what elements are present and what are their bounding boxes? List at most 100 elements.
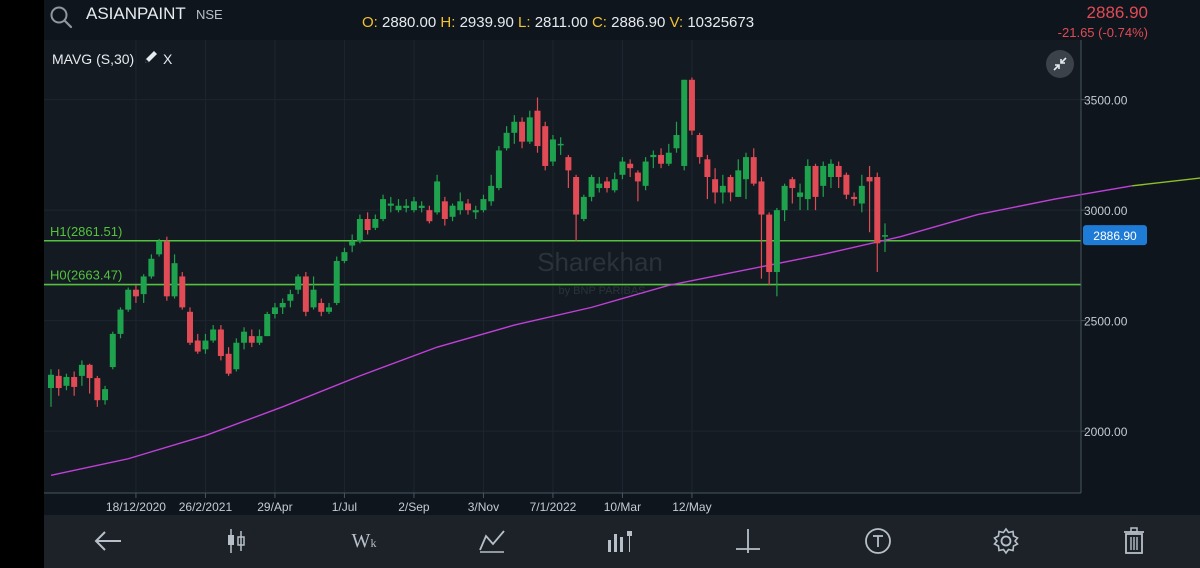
candle[interactable]: [812, 163, 819, 211]
candle[interactable]: [650, 150, 657, 169]
candle[interactable]: [349, 234, 356, 253]
candle[interactable]: [63, 373, 70, 391]
candle[interactable]: [163, 236, 170, 301]
candle[interactable]: [712, 168, 719, 204]
candle[interactable]: [403, 199, 410, 213]
candle[interactable]: [333, 256, 340, 306]
candle[interactable]: [719, 174, 726, 204]
candle[interactable]: [434, 174, 441, 215]
candle[interactable]: [743, 152, 749, 200]
candle[interactable]: [827, 159, 834, 189]
candle[interactable]: [387, 196, 394, 213]
search-icon[interactable]: [48, 4, 74, 30]
candle[interactable]: [449, 203, 456, 222]
candle[interactable]: [94, 375, 101, 407]
candle[interactable]: [55, 369, 62, 396]
candle[interactable]: [804, 159, 811, 211]
candle[interactable]: [549, 135, 556, 166]
candle[interactable]: [750, 148, 757, 186]
candle[interactable]: [673, 121, 680, 153]
trendline-button[interactable]: [860, 523, 896, 559]
candle[interactable]: [758, 177, 765, 279]
candle[interactable]: [727, 174, 734, 202]
indicators-button[interactable]: [602, 523, 638, 559]
back-button[interactable]: [90, 523, 126, 559]
candle[interactable]: [766, 212, 773, 286]
remove-indicator-button[interactable]: X: [163, 51, 173, 67]
candle[interactable]: [565, 154, 572, 189]
candle[interactable]: [851, 192, 858, 206]
candle[interactable]: [658, 148, 665, 169]
candle[interactable]: [465, 199, 471, 215]
candle[interactable]: [511, 115, 518, 144]
candle[interactable]: [302, 272, 309, 317]
candle[interactable]: [380, 194, 387, 222]
candle[interactable]: [279, 298, 286, 315]
collapse-button[interactable]: [1046, 50, 1074, 78]
candle[interactable]: [86, 363, 93, 394]
candle[interactable]: [395, 199, 402, 213]
candle[interactable]: [225, 347, 232, 376]
candle[interactable]: [488, 174, 495, 206]
candle[interactable]: [457, 192, 464, 215]
settings-button[interactable]: [988, 523, 1024, 559]
candle[interactable]: [287, 289, 294, 308]
candle[interactable]: [858, 174, 865, 213]
candle[interactable]: [557, 137, 564, 155]
candle[interactable]: [310, 276, 317, 310]
candle[interactable]: [326, 302, 332, 315]
candle[interactable]: [789, 177, 796, 204]
candle[interactable]: [588, 174, 595, 202]
drawing-tools-button[interactable]: [474, 523, 510, 559]
candle[interactable]: [410, 196, 417, 213]
candle[interactable]: [534, 97, 541, 153]
candle[interactable]: [604, 177, 610, 193]
candle[interactable]: [256, 329, 263, 345]
candle[interactable]: [472, 205, 479, 219]
symbol-name[interactable]: ASIANPAINT: [86, 4, 186, 23]
candle[interactable]: [797, 183, 804, 211]
candle[interactable]: [495, 146, 502, 191]
candle[interactable]: [217, 325, 224, 361]
candle[interactable]: [248, 329, 255, 348]
candle[interactable]: [619, 157, 626, 180]
candle[interactable]: [179, 272, 186, 310]
candle[interactable]: [696, 132, 703, 164]
candle[interactable]: [519, 117, 526, 149]
candle[interactable]: [271, 302, 278, 319]
candle[interactable]: [542, 121, 549, 171]
crosshair-button[interactable]: [730, 523, 766, 559]
candle[interactable]: [233, 338, 240, 372]
candle[interactable]: [441, 196, 448, 226]
candle[interactable]: [704, 154, 711, 200]
candle[interactable]: [295, 274, 302, 295]
candle[interactable]: [480, 194, 487, 213]
delete-button[interactable]: [1116, 523, 1152, 559]
candle[interactable]: [341, 247, 348, 264]
candle[interactable]: [156, 238, 163, 257]
candle[interactable]: [426, 205, 433, 224]
candle[interactable]: [665, 143, 672, 166]
candle[interactable]: [634, 170, 641, 202]
candle[interactable]: [210, 325, 217, 343]
candle[interactable]: [820, 161, 827, 197]
candle[interactable]: [642, 157, 649, 191]
candle[interactable]: [627, 159, 634, 178]
candle[interactable]: [596, 177, 603, 193]
candle[interactable]: [102, 385, 109, 405]
candle[interactable]: [140, 274, 147, 303]
candle[interactable]: [78, 360, 85, 386]
candle[interactable]: [194, 333, 201, 354]
candle[interactable]: [71, 371, 78, 396]
candle[interactable]: [735, 159, 742, 197]
candle[interactable]: [187, 307, 193, 345]
candle[interactable]: [882, 223, 888, 252]
candle[interactable]: [874, 172, 881, 273]
candle[interactable]: [611, 172, 618, 193]
candle[interactable]: [364, 212, 371, 235]
candle[interactable]: [781, 183, 788, 222]
candle[interactable]: [843, 172, 850, 200]
candle[interactable]: [580, 194, 587, 222]
timeframe-button[interactable]: Wk: [346, 523, 382, 559]
